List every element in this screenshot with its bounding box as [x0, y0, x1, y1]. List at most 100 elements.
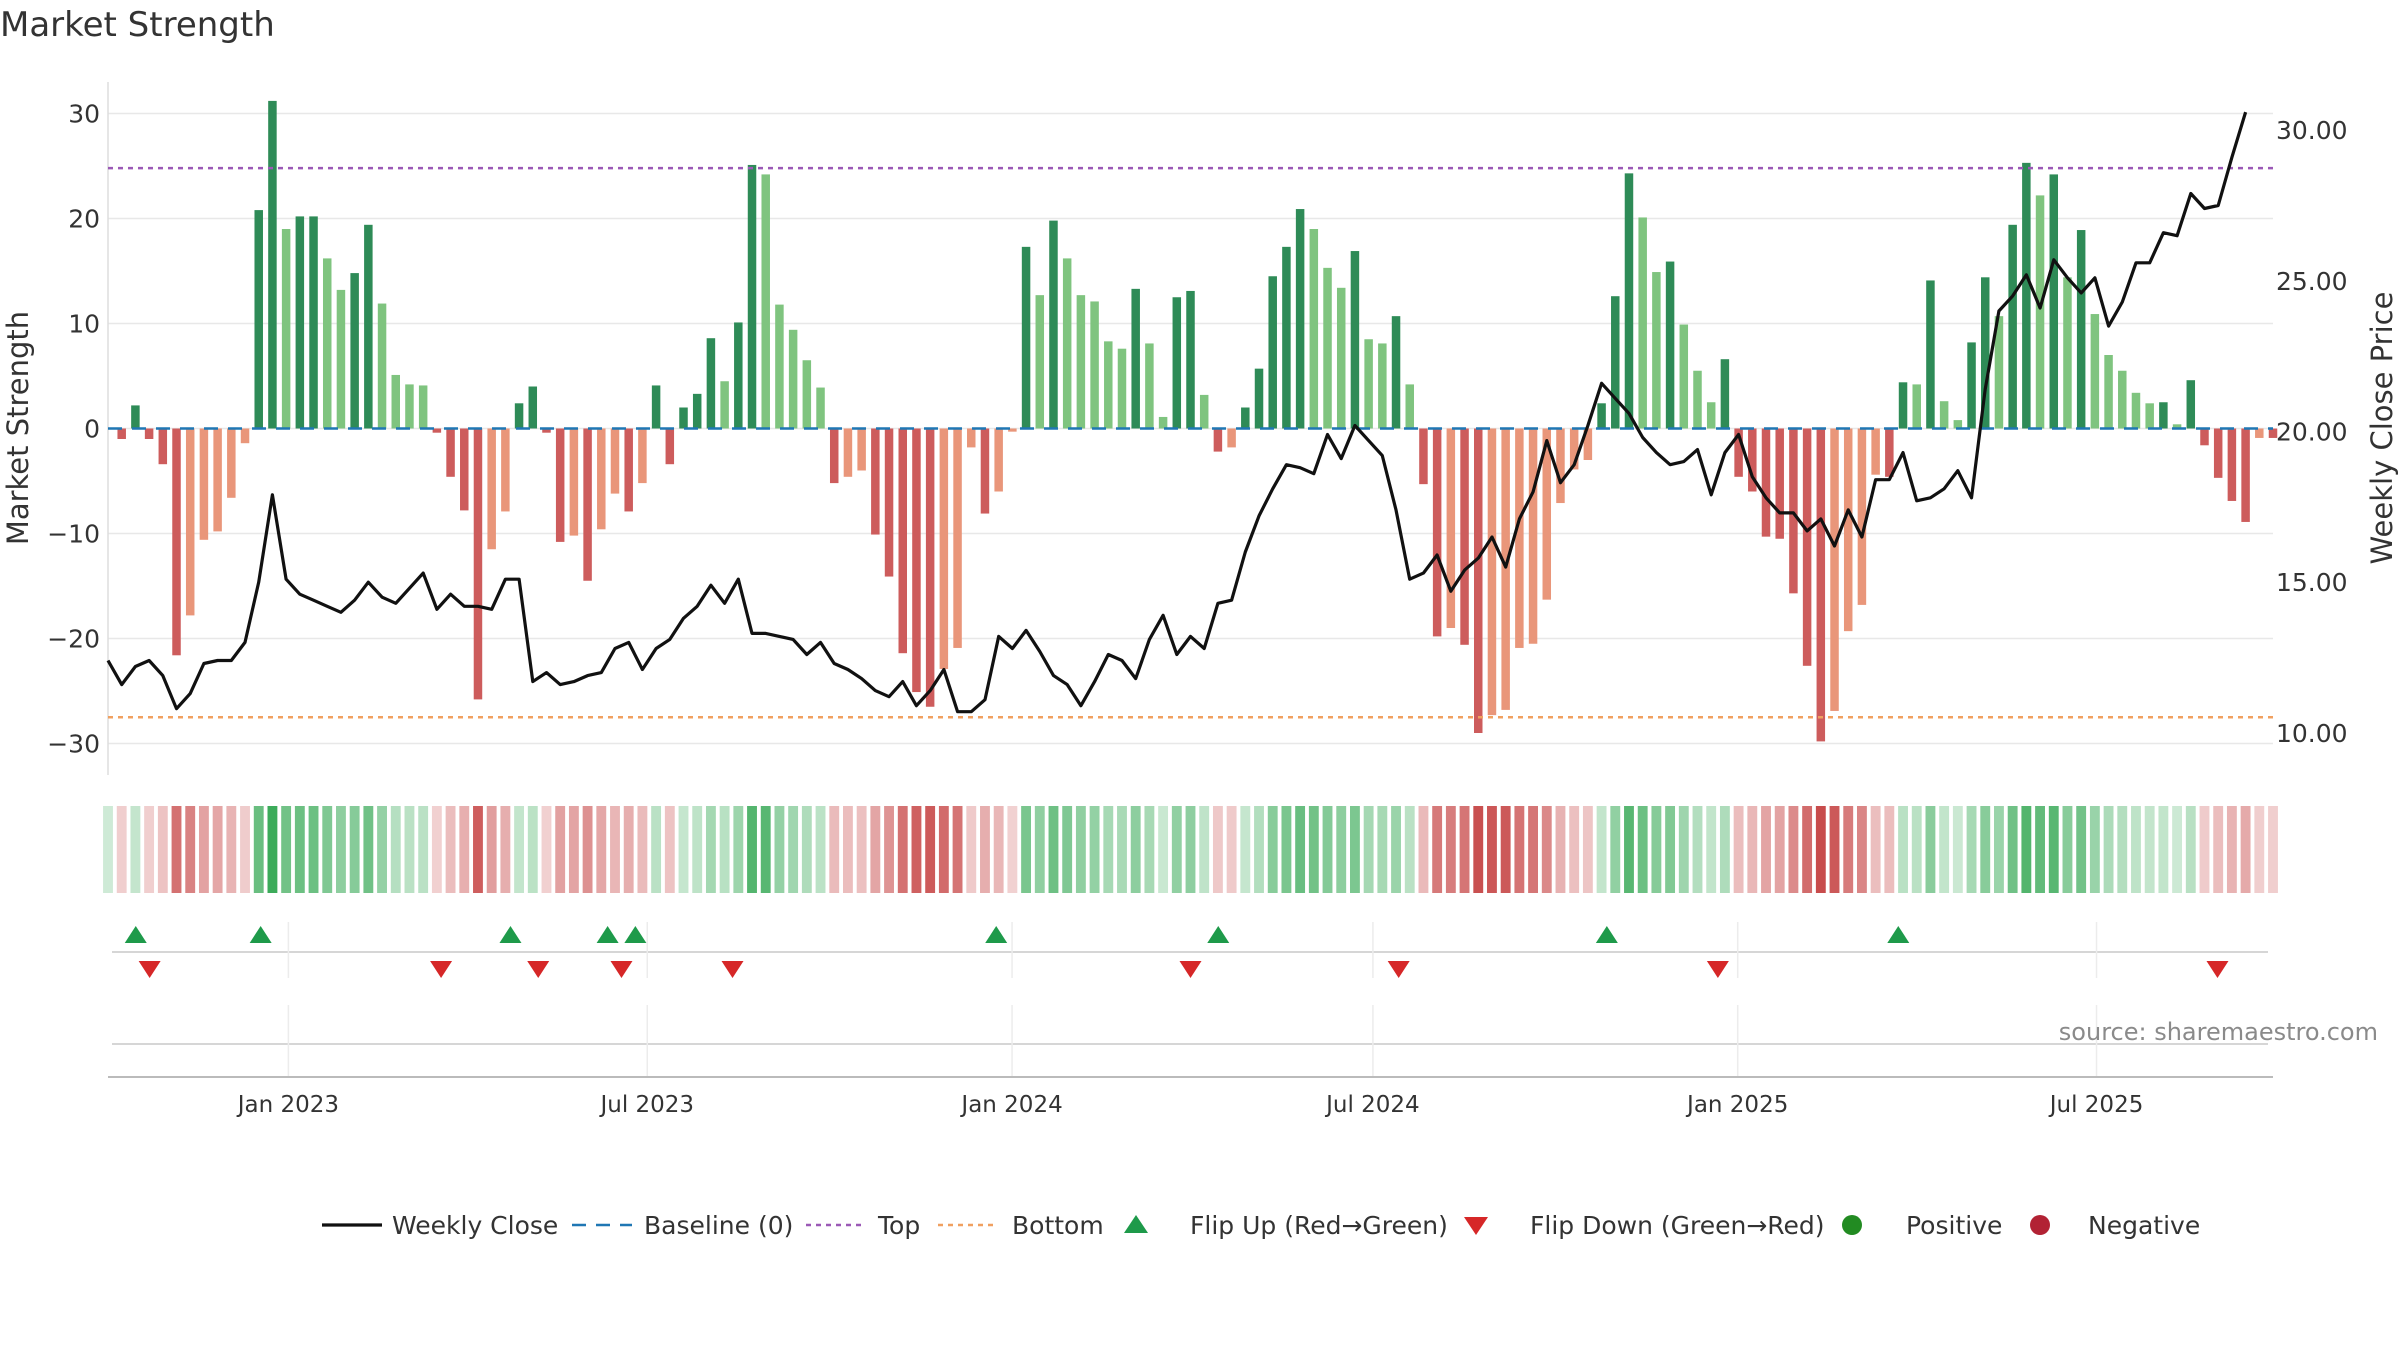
y-right-tick-label: 10.00 — [2276, 719, 2348, 748]
legend-label-flip-down: Flip Down (Green→Red) — [1530, 1211, 1825, 1240]
heat-cell — [1034, 806, 1045, 893]
strength-bar — [912, 428, 921, 693]
strength-bar — [2186, 380, 2196, 429]
flip-down-marker — [1387, 961, 1410, 978]
x-tick-label: Jul 2024 — [1324, 1092, 1420, 1118]
heat-cell — [377, 806, 387, 893]
heat-cell — [336, 806, 346, 893]
strength-bar — [1939, 401, 1949, 429]
strength-bar — [1419, 428, 1428, 485]
strength-bar — [2172, 424, 2182, 429]
legend-label-top: Top — [877, 1211, 920, 1240]
strength-bar — [432, 428, 442, 433]
strength-bar — [871, 428, 880, 535]
strength-bars — [117, 100, 2278, 742]
strength-bar — [2022, 162, 2031, 429]
strength-bar — [185, 428, 195, 616]
heat-cell — [2048, 806, 2059, 893]
heat-cell — [1692, 806, 1703, 893]
strength-bar — [925, 428, 935, 707]
strength-bar — [1049, 220, 1058, 429]
flip-up-marker — [985, 926, 1008, 943]
heat-cell — [1802, 806, 1813, 893]
heat-cell — [2117, 806, 2128, 893]
flip-down-marker — [1706, 961, 1729, 978]
heat-cell — [514, 806, 525, 893]
strength-bar — [706, 338, 716, 429]
strength-bar — [1583, 428, 1593, 460]
heat-cell — [692, 806, 703, 893]
heat-cell — [459, 806, 470, 893]
strength-bar — [405, 384, 414, 429]
flip-up-marker — [624, 926, 647, 943]
strength-bar — [884, 428, 894, 577]
heat-cell — [2158, 806, 2169, 893]
strength-bar — [829, 428, 839, 484]
heat-cell — [637, 806, 648, 893]
strength-bar — [583, 428, 592, 581]
x-tick-label: Jan 2023 — [236, 1092, 339, 1118]
strength-bar — [418, 385, 428, 429]
heat-cell — [404, 806, 415, 893]
strength-bar — [473, 428, 483, 700]
strength-bar — [1638, 217, 1647, 429]
strength-bar — [1241, 407, 1250, 429]
heat-cell — [1363, 806, 1374, 893]
heat-cell — [431, 806, 442, 893]
strength-bar — [1295, 209, 1305, 429]
heat-cell — [1459, 806, 1470, 893]
strength-bar — [1611, 296, 1620, 429]
heat-cell — [925, 806, 936, 893]
heat-cell — [1719, 806, 1730, 893]
heat-cell — [445, 806, 456, 893]
strength-bar — [1748, 428, 1757, 492]
strength-bar — [487, 428, 496, 550]
strength-bar — [1775, 428, 1784, 539]
strength-bar — [1104, 341, 1113, 429]
strength-bar — [1802, 428, 1812, 666]
strength-bar — [1432, 428, 1442, 637]
heat-cell — [678, 806, 689, 893]
heat-cell — [952, 806, 963, 893]
strength-bar — [1843, 428, 1853, 632]
y-right-tick-label: 15.00 — [2276, 568, 2348, 597]
strength-bar — [2090, 314, 2100, 429]
strength-bar — [2063, 277, 2072, 429]
heat-cell — [568, 806, 579, 893]
heat-cell — [1747, 806, 1758, 893]
y-left-tick-label: 0 — [84, 415, 100, 444]
flip-down-marker — [610, 961, 633, 978]
heat-cell — [2103, 806, 2114, 893]
heat-cell — [1665, 806, 1676, 893]
strength-bar — [1967, 342, 1976, 429]
heat-cell — [664, 806, 675, 893]
heat-cell — [103, 806, 113, 893]
strength-bar — [788, 329, 798, 429]
strength-bar — [651, 385, 661, 429]
heat-cell — [1212, 806, 1223, 893]
strength-bar — [967, 428, 976, 448]
heat-cell — [2268, 806, 2278, 893]
strength-bar — [1830, 428, 1839, 711]
strength-bar — [1734, 428, 1743, 477]
strength-bar — [322, 258, 332, 429]
heat-cell — [1199, 806, 1210, 893]
x-tick-label: Jul 2023 — [598, 1092, 694, 1118]
strength-bar — [1460, 428, 1469, 645]
strength-bar — [692, 393, 702, 429]
heat-cell — [1144, 806, 1155, 893]
heat-cell — [623, 806, 634, 893]
strength-bar — [1282, 246, 1291, 429]
strength-bar — [665, 428, 675, 465]
strength-bar — [2104, 355, 2113, 429]
flip-down-marker — [1179, 961, 1202, 978]
heat-cell — [1856, 806, 1867, 893]
strength-bar — [1912, 384, 1921, 429]
strength-bar — [542, 428, 551, 433]
strength-bar — [1378, 343, 1387, 429]
heat-cell — [1843, 806, 1854, 893]
y-left-tick-label: 10 — [68, 310, 100, 339]
heat-cell — [1418, 806, 1429, 893]
heat-cell — [1596, 806, 1607, 893]
